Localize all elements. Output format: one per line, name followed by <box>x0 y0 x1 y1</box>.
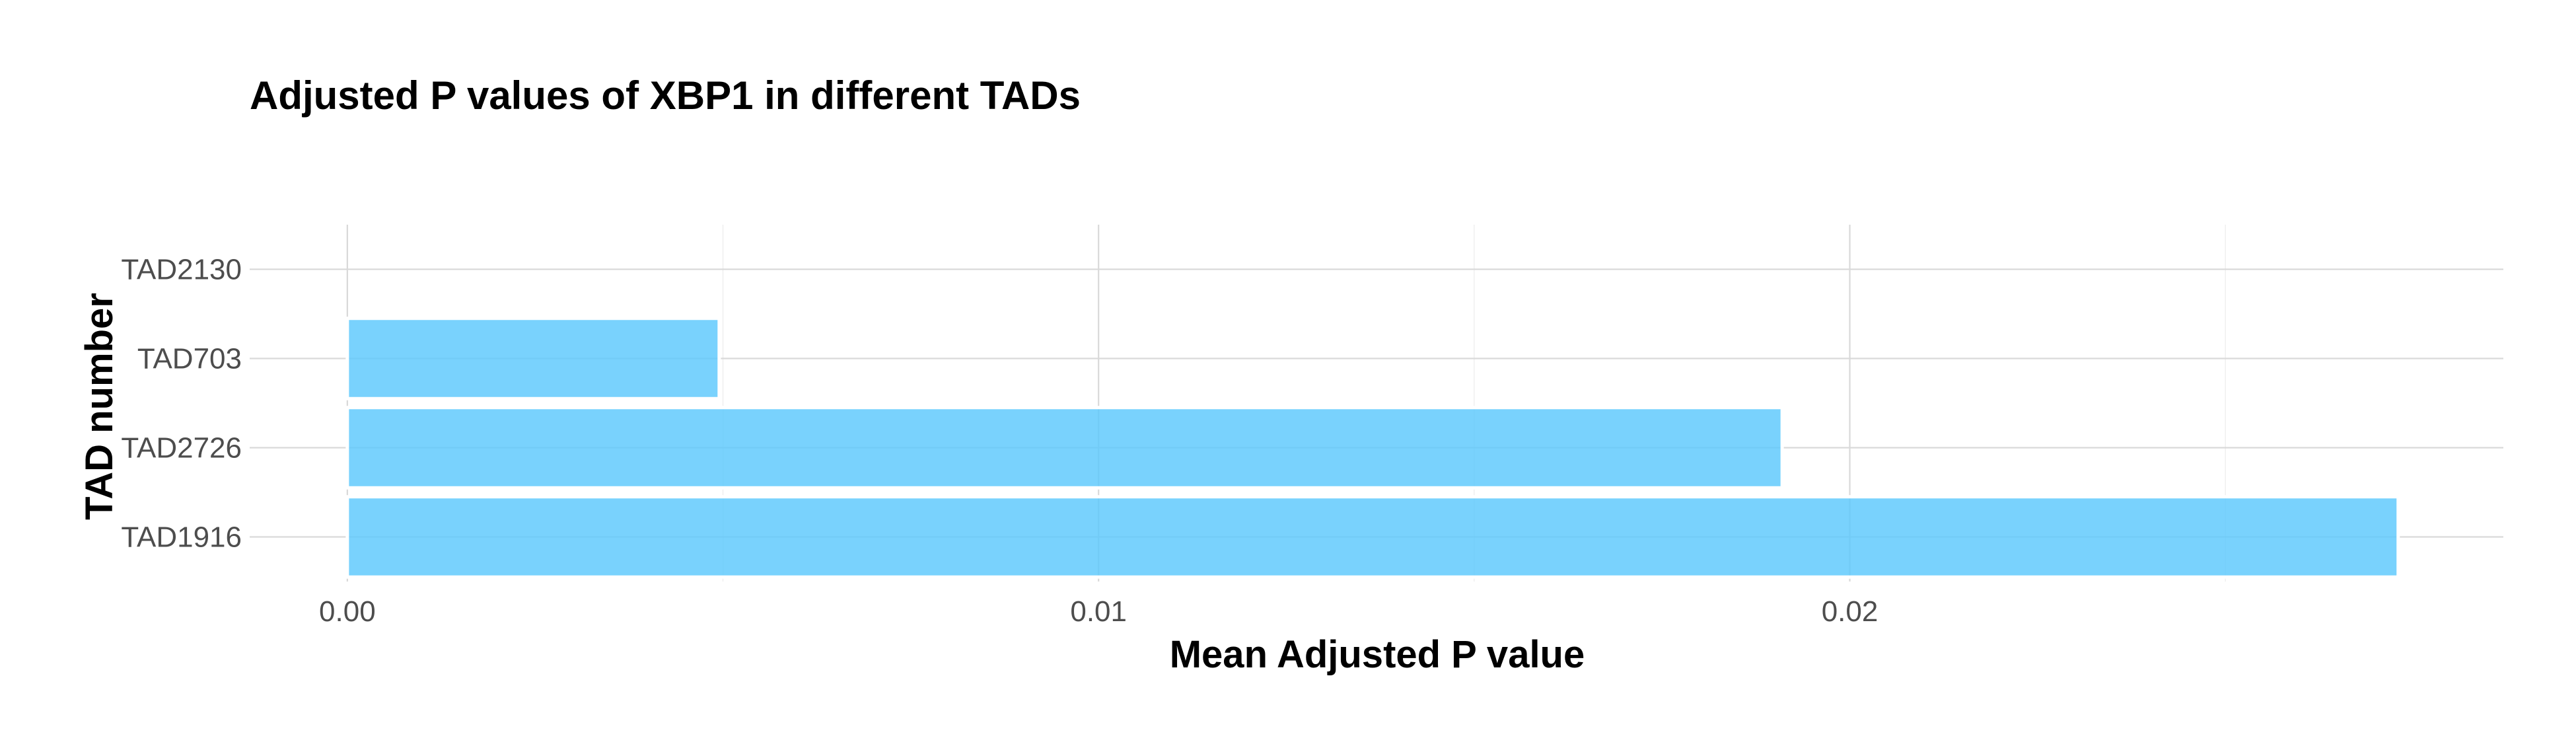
y-tick-label: TAD703 <box>137 343 242 375</box>
bars <box>345 317 2400 579</box>
x-tick-label: 0.00 <box>319 595 376 628</box>
x-tick-label: 0.01 <box>1070 595 1127 628</box>
bar-tad703 <box>345 317 721 400</box>
chart-title: Adjusted P values of XBP1 in different T… <box>250 73 1081 118</box>
y-tick-label: TAD1916 <box>121 521 242 554</box>
y-tick-label: TAD2130 <box>121 254 242 286</box>
bar-tad1916 <box>345 495 2400 579</box>
x-axis-title: Mean Adjusted P value <box>1170 633 1585 676</box>
x-tick-label: 0.02 <box>1822 595 1878 628</box>
tick-labels: TAD1916 TAD2726 TAD703 TAD2130 0.00 0.01 0.02 <box>121 254 1878 628</box>
y-axis-title: TAD number <box>78 293 121 520</box>
y-tick-label: TAD2726 <box>121 432 242 465</box>
bar-tad2726 <box>345 406 1784 490</box>
